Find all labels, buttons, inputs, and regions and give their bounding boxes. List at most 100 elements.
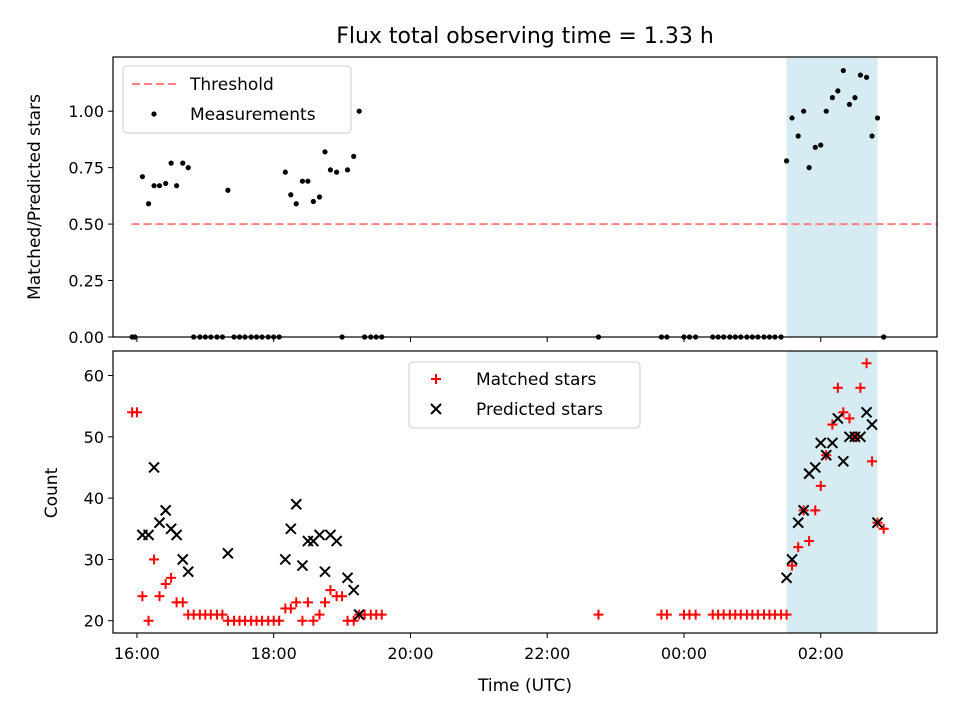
matched-star-marker [348, 615, 359, 626]
top-y-ticks: 0.00 0.25 0.50 0.75 1.00 [68, 102, 113, 347]
bottom-x-tick-label: 00:00 [661, 644, 707, 663]
measurement-point [801, 108, 807, 114]
predicted-star-marker [786, 553, 798, 566]
predicted-star-marker [347, 584, 360, 596]
matched-star-marker [143, 615, 154, 626]
measurement-point [139, 174, 146, 180]
top-panel: 0.00 0.25 0.50 0.75 1.00 Matched/Predicted s… [25, 56, 938, 347]
measurement-point [829, 95, 835, 101]
matched-star-marker [855, 382, 866, 393]
measurement-point [783, 158, 790, 164]
top-legend: Threshold Measurements [122, 65, 352, 134]
measurement-point [305, 178, 311, 184]
matched-star-marker [661, 609, 672, 620]
bottom-highlight-span [786, 351, 878, 633]
matched-star-marker [787, 560, 798, 571]
legend-measurements-swatch [151, 111, 157, 117]
bottom-y-tick-label: 50 [84, 428, 104, 447]
measurement-point [322, 149, 328, 155]
top-y-tick-label: 0.50 [68, 215, 104, 234]
measurement-point [310, 198, 316, 205]
matched-star-marker [319, 597, 330, 608]
measurement-point [874, 115, 881, 121]
bottom-x-tick-label: 16:00 [114, 644, 160, 663]
measurement-point [806, 165, 812, 171]
measurement-point [288, 192, 294, 198]
measurement-point [863, 74, 870, 80]
matched-star-marker [804, 536, 815, 547]
matched-star-marker [861, 358, 872, 369]
matched-star-marker [844, 413, 855, 424]
measurement-point [840, 67, 846, 74]
matched-star-marker [285, 603, 296, 614]
predicted-star-marker [153, 516, 166, 529]
measurement-point [356, 108, 362, 114]
predicted-star-marker [797, 504, 810, 517]
predicted-star-marker [809, 461, 821, 474]
matched-star-marker [337, 591, 348, 602]
bottom-y-tick-label: 40 [84, 489, 104, 508]
matched-star-marker [302, 597, 313, 608]
top-y-axis-label: Matched/Predicted stars [25, 94, 45, 300]
matched-star-marker [154, 591, 165, 602]
bottom-y-tick-label: 30 [84, 550, 104, 569]
predicted-star-marker [313, 529, 326, 541]
measurement-point [316, 194, 323, 200]
measurement-point [168, 160, 174, 166]
matched-star-marker [177, 597, 188, 608]
predicted-star-marker [330, 535, 343, 547]
matched-star-marker [832, 382, 843, 393]
predicted-star-marker [170, 529, 183, 541]
matched-stars-series [127, 358, 889, 626]
matched-star-marker [593, 609, 604, 620]
top-y-tick-label: 0.00 [68, 328, 104, 347]
measurement-point [185, 165, 191, 171]
matched-star-marker [810, 505, 821, 516]
matched-star-marker [838, 407, 849, 418]
measurement-point [225, 187, 231, 193]
predicted-star-marker [182, 565, 194, 578]
predicted-star-marker [815, 437, 827, 449]
measurement-point [846, 101, 853, 108]
matched-star-marker [781, 609, 792, 620]
predicted-star-marker [142, 529, 155, 541]
matched-star-marker [793, 542, 804, 553]
measurement-point [835, 88, 841, 94]
measurement-point [163, 180, 169, 187]
measurement-point [869, 133, 875, 139]
measurement-point [299, 178, 306, 184]
predicted-star-marker [780, 572, 793, 584]
predicted-star-marker [296, 559, 309, 572]
predicted-star-marker [148, 461, 160, 474]
legend-threshold-label: Threshold [189, 75, 274, 95]
predicted-star-marker [279, 553, 292, 566]
matched-star-marker [217, 609, 228, 620]
matched-star-marker [297, 615, 308, 626]
top-legend-box [122, 65, 352, 134]
top-axes-frame [112, 56, 938, 338]
predicted-star-marker [854, 431, 867, 443]
bottom-y-tick-label: 60 [84, 367, 104, 386]
bottom-x-tick-label: 18:00 [251, 644, 297, 663]
predicted-star-marker [792, 516, 804, 529]
measurement-point [823, 108, 829, 114]
bottom-y-tick-label: 20 [84, 612, 104, 631]
top-y-tick-label: 0.25 [68, 272, 104, 291]
measurement-point [789, 115, 795, 121]
legend-matched-swatch [431, 374, 441, 384]
matched-star-marker [274, 615, 285, 626]
measurement-point [818, 142, 824, 148]
measurement-point [282, 169, 288, 175]
predicted-star-marker [871, 516, 884, 529]
predicted-star-marker [820, 449, 832, 461]
top-y-tick-label: 1.00 [68, 102, 104, 121]
bottom-x-tick-label: 22:00 [524, 644, 570, 663]
matched-star-marker [878, 523, 889, 534]
predicted-star-marker [860, 406, 873, 419]
measurement-point [145, 201, 152, 207]
bottom-x-tick-label: 20:00 [387, 644, 433, 663]
matched-star-marker [131, 407, 142, 418]
matched-star-marker [325, 585, 336, 596]
measurement-point [351, 153, 357, 159]
